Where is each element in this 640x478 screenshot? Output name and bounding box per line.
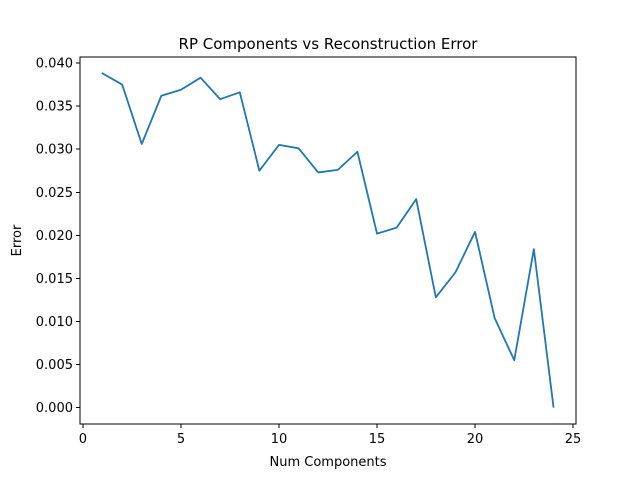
y-tick-label: 0.020	[36, 229, 73, 244]
x-tick-label: 25	[565, 432, 582, 447]
y-tick-label: 0.000	[36, 401, 73, 416]
x-tick-label: 0	[79, 432, 87, 447]
plot-frame	[79, 56, 577, 425]
y-axis-label: Error	[10, 224, 25, 256]
y-tick-label: 0.025	[36, 186, 73, 201]
y-tick-label: 0.040	[36, 57, 73, 72]
x-tick-label: 10	[271, 432, 288, 447]
x-axis-label: Num Components	[269, 455, 386, 470]
y-tick-label: 0.030	[36, 143, 73, 158]
x-tick-label: 15	[369, 432, 386, 447]
y-tick-label: 0.035	[36, 100, 73, 115]
y-tick-label: 0.010	[36, 315, 73, 330]
x-tick-label: 5	[177, 432, 185, 447]
y-tick-label: 0.005	[36, 358, 73, 373]
series-line	[101, 72, 555, 408]
x-tick-label: 20	[467, 432, 484, 447]
y-tick-label: 0.015	[36, 272, 73, 287]
plot-area	[101, 72, 555, 408]
chart-title: RP Components vs Reconstruction Error	[179, 35, 479, 53]
